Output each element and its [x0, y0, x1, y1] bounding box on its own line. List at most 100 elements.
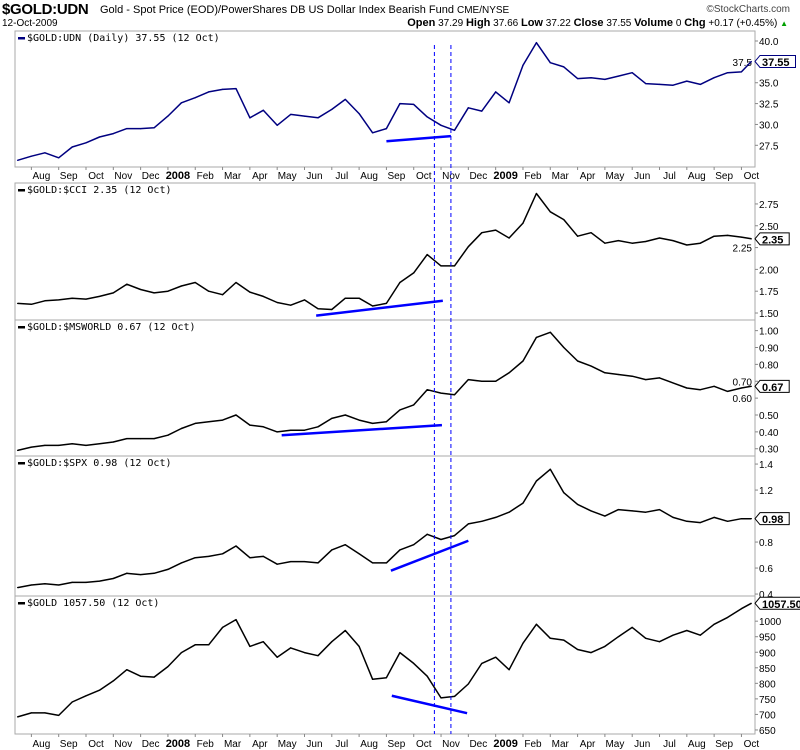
data-point: [30, 584, 32, 586]
data-point: [194, 97, 196, 99]
data-point: [481, 662, 483, 665]
data-point: [358, 553, 360, 555]
open-value: 37.29: [438, 18, 464, 29]
x-tick-label: Nov: [442, 171, 460, 182]
data-point: [194, 281, 196, 284]
data-point: [358, 297, 360, 299]
copyright[interactable]: ©StockCharts.com: [706, 4, 790, 15]
data-point: [371, 305, 374, 307]
up-triangle-icon: ▲: [780, 19, 788, 28]
data-point: [699, 389, 701, 391]
data-point: [371, 422, 374, 425]
data-point: [658, 237, 661, 239]
data-point: [385, 421, 388, 423]
data-point: [440, 265, 442, 267]
data-point: [563, 639, 565, 641]
data-point: [426, 253, 428, 256]
data-point: [276, 656, 278, 658]
x-tick-label: May: [605, 739, 624, 750]
data-point: [153, 438, 155, 440]
data-point: [713, 623, 715, 625]
data-point: [112, 292, 114, 294]
data-point: [44, 444, 46, 446]
x-tick-label: Jul: [663, 171, 676, 182]
data-point: [180, 562, 183, 564]
data-point: [440, 538, 442, 541]
data-point: [481, 380, 483, 382]
data-point: [385, 128, 388, 130]
y-tick-label: 32.5: [759, 100, 779, 111]
last-value-label: 37.55: [762, 57, 790, 69]
data-point: [153, 292, 155, 294]
data-point: [563, 66, 565, 68]
y-tick-label: 0.90: [759, 344, 779, 355]
data-point: [413, 544, 415, 546]
data-point: [576, 648, 579, 651]
data-point: [58, 584, 60, 586]
data-point: [221, 419, 224, 421]
x-tick-label: Jun: [306, 739, 322, 750]
x-tick-label: Oct: [744, 171, 760, 182]
data-point: [399, 549, 401, 551]
data-point: [645, 511, 647, 513]
last-value-box: [754, 232, 790, 246]
data-point: [399, 409, 401, 411]
last-value-box: [754, 379, 790, 393]
x-tick-label: Apr: [252, 739, 268, 750]
x-tick-label: Aug: [32, 171, 50, 182]
data-point: [303, 560, 306, 563]
data-point: [740, 236, 743, 238]
trendline[interactable]: [386, 134, 452, 143]
data-point: [276, 431, 278, 433]
data-point: [98, 443, 101, 445]
chg-label: Chg: [684, 17, 706, 29]
data-point: [167, 568, 169, 570]
data-point: [426, 116, 428, 118]
data-point: [672, 382, 674, 384]
data-point: [508, 511, 510, 513]
data-point: [317, 655, 319, 657]
data-point: [249, 557, 251, 559]
data-point: [399, 281, 401, 284]
data-point: [672, 516, 674, 518]
panel-2: 2.75 2.50 2.25 2.00 1.75 1.50 $GOLD:$CCI 2.35 …: [14, 182, 790, 321]
series-line: [17, 41, 752, 162]
description-text: Gold - Spot Price (EOD)/PowerShares DB U…: [100, 4, 454, 16]
data-point: [112, 441, 114, 443]
data-point: [16, 302, 19, 305]
data-point: [453, 394, 456, 396]
data-point: [645, 82, 647, 85]
panel-4: 1.4 1.2 0.8 0.6 0.4 $GOLD:$SPX 0.98 (12 Oct) 0…: [14, 455, 790, 601]
y-tick-label: 1000: [759, 617, 782, 628]
data-point: [262, 555, 264, 557]
data-point: [58, 444, 60, 446]
data-point: [317, 308, 319, 310]
data-point: [249, 117, 251, 119]
data-point: [303, 651, 306, 654]
data-point: [98, 136, 101, 138]
trendline[interactable]: [316, 299, 443, 317]
x-tick-label: Apr: [252, 171, 268, 182]
close-label: Close: [573, 17, 604, 29]
data-point: [467, 107, 469, 109]
y-tick-label: 900: [759, 648, 776, 659]
data-point: [631, 242, 633, 244]
y-tick-label: 1.75: [759, 287, 779, 298]
x-tick-label: Jul: [335, 171, 348, 182]
x-tick-label: Sep: [388, 739, 406, 750]
trendline[interactable]: [391, 694, 468, 715]
panel-frame: [14, 319, 756, 457]
x-tick-label: May: [278, 171, 297, 182]
series-line: [17, 602, 752, 718]
data-point: [713, 516, 715, 518]
data-point: [44, 583, 46, 585]
trendline[interactable]: [390, 539, 469, 572]
data-point: [740, 387, 743, 389]
data-point: [167, 290, 169, 292]
y-tick-label: 2.00: [759, 265, 779, 276]
data-point: [413, 103, 415, 106]
data-point: [180, 285, 183, 287]
x-tick-label: May: [605, 171, 624, 182]
trendline[interactable]: [281, 423, 443, 437]
panel-frame: [14, 455, 756, 597]
